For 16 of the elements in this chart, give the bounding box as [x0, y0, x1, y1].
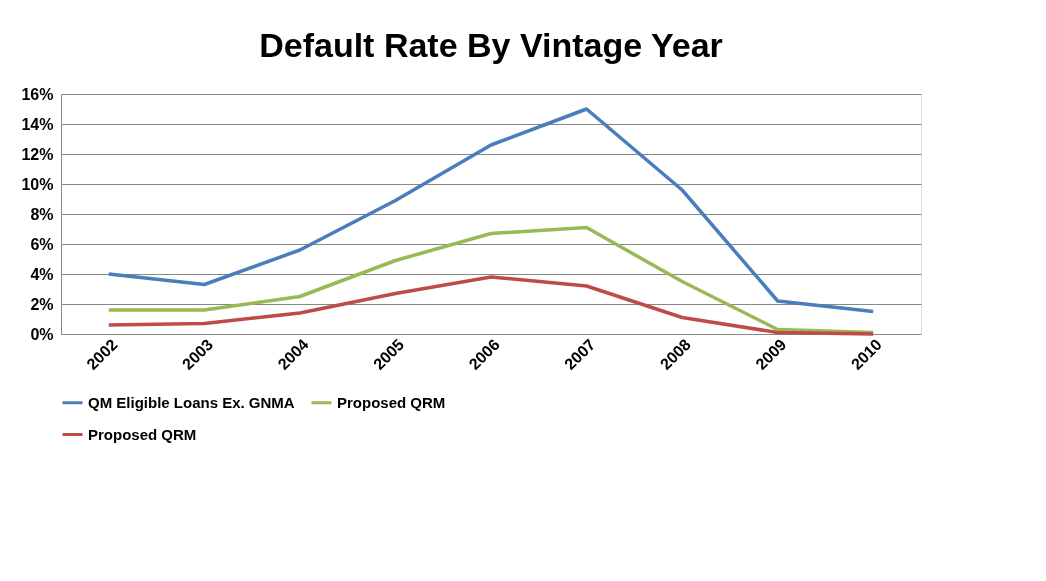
y-tick-label: 12% — [21, 145, 54, 163]
line-series — [107, 225, 875, 335]
y-tick-label: 8% — [30, 205, 54, 223]
legend-label: Proposed QRM — [337, 393, 446, 411]
y-tick-label: 16% — [21, 85, 54, 103]
y-tick-label: 6% — [30, 235, 54, 253]
line-series — [107, 275, 875, 336]
chart-title: Default Rate By Vintage Year — [259, 26, 723, 64]
y-tick-label: 4% — [30, 265, 54, 283]
line-series — [107, 107, 875, 314]
y-tick-label: 2% — [30, 295, 54, 313]
y-tick-label: 10% — [21, 175, 54, 193]
y-tick-label: 0% — [30, 325, 54, 343]
legend-label: Proposed QRM — [88, 425, 197, 443]
y-tick-label: 14% — [21, 115, 54, 133]
legend-label: QM Eligible Loans Ex. GNMA — [88, 393, 295, 411]
